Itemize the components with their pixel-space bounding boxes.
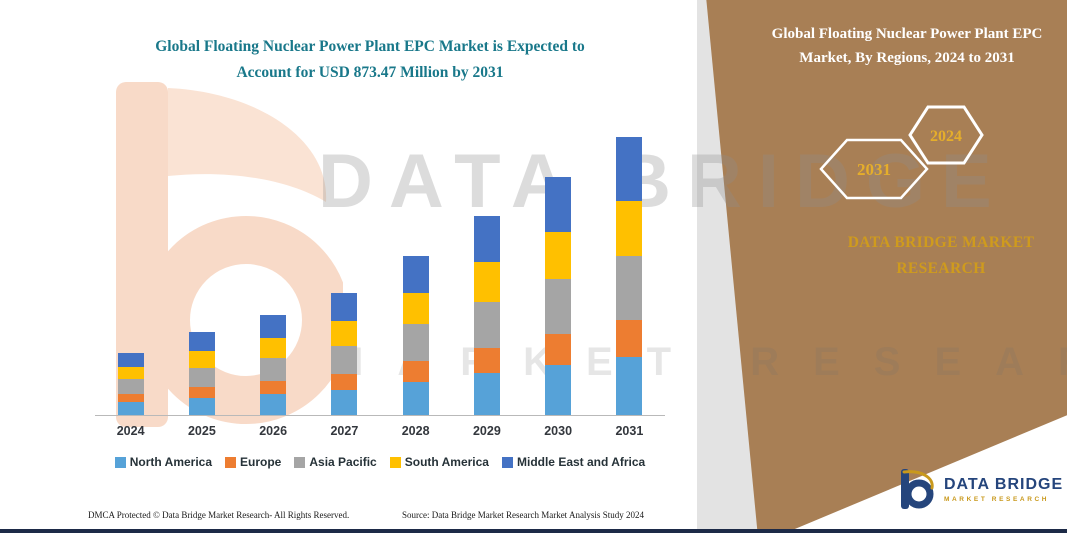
segment-2027-middle-east-and-africa (331, 293, 358, 322)
legend-label: Europe (240, 455, 282, 469)
bar-slot-2028 (380, 112, 451, 415)
bar-slot-2030 (523, 112, 594, 415)
legend-swatch (225, 456, 237, 468)
bar-2025 (188, 331, 215, 415)
x-label-2031: 2031 (615, 424, 644, 438)
bar-2026 (260, 315, 287, 415)
source-notice: Source: Data Bridge Market Research Mark… (402, 510, 644, 520)
segment-2031-europe (616, 320, 643, 357)
x-label-2029: 2029 (472, 424, 501, 438)
x-label-2024: 2024 (116, 424, 145, 438)
segment-2030-north-america (545, 365, 572, 415)
segment-2029-middle-east-and-africa (473, 216, 500, 262)
segment-2027-europe (331, 373, 358, 390)
bar-slot-2026 (238, 112, 309, 415)
plot-area (95, 112, 665, 416)
segment-2031-asia-pacific (616, 256, 643, 321)
segment-2030-asia-pacific (545, 279, 572, 335)
bar-2031 (616, 136, 643, 415)
segment-2028-europe (402, 360, 429, 382)
segment-2030-south-america (545, 231, 572, 280)
legend-item-europe: Europe (225, 455, 281, 469)
legend-swatch (294, 456, 306, 468)
chart-title: Global Floating Nuclear Power Plant EPC … (155, 38, 585, 81)
segment-2031-south-america (616, 200, 643, 257)
legend-item-middle-east-and-africa: Middle East and Africa (501, 455, 646, 469)
segment-2027-south-america (331, 321, 358, 346)
bar-slot-2024 (95, 112, 166, 415)
legend-label: Middle East and Africa (516, 455, 646, 469)
bar-slot-2025 (166, 112, 237, 415)
x-axis-labels: 2024 2025 2026 2027 2028 2029 2030 2031 (95, 424, 665, 438)
hexagon-2031-label: 2031 (857, 160, 891, 179)
bar-2029 (473, 216, 500, 415)
segment-2028-north-america (402, 381, 429, 415)
legend-item-north-america: North America (114, 455, 213, 469)
legend-swatch (501, 456, 513, 468)
legend: North America Europe Asia Pacific South Ame… (80, 455, 680, 469)
legend-item-south-america: South America (389, 455, 489, 469)
x-label-2025: 2025 (187, 424, 216, 438)
segment-2030-middle-east-and-africa (545, 177, 572, 232)
segment-2024-south-america (117, 367, 144, 380)
segment-2031-north-america (616, 356, 643, 415)
segment-2029-europe (473, 347, 500, 374)
segment-2024-europe (117, 393, 144, 402)
segment-2027-asia-pacific (331, 345, 358, 374)
segment-2028-south-america (402, 292, 429, 325)
segment-2024-asia-pacific (117, 379, 144, 394)
legend-label: South America (404, 455, 489, 469)
segment-2029-asia-pacific (473, 301, 500, 348)
bar-2030 (545, 177, 572, 415)
logo-title: DATA BRIDGE (944, 475, 1064, 493)
segment-2026-europe (260, 381, 287, 394)
legend-item-asia-pacific: Asia Pacific (294, 455, 377, 469)
segment-2024-north-america (117, 402, 144, 415)
segment-2028-asia-pacific (402, 324, 429, 361)
legend-swatch (114, 456, 126, 468)
segment-2030-europe (545, 334, 572, 365)
segment-2026-middle-east-and-africa (260, 315, 287, 339)
segment-2026-asia-pacific (260, 358, 287, 381)
bar-slot-2031 (594, 112, 665, 415)
hexagon-2024 (908, 105, 984, 165)
segment-2026-north-america (260, 394, 287, 415)
panel-brand-text: DATA BRIDGE MARKET RESEARCH (847, 234, 1035, 278)
legend-label: Asia Pacific (309, 455, 377, 469)
year-hexagons: 2031 2024 (819, 105, 984, 200)
segment-2025-north-america (188, 397, 215, 415)
logo-subtitle: MARKET RESEARCH (944, 495, 1050, 503)
databridge-logo: DATA BRIDGE MARKET RESEARCH (898, 468, 1063, 510)
bar-2024 (117, 352, 144, 415)
panel-title: Global Floating Nuclear Power Plant EPC … (771, 26, 1043, 66)
segment-2028-middle-east-and-africa (402, 255, 429, 293)
legend-swatch (389, 456, 401, 468)
databridge-logo-icon (901, 469, 934, 509)
bottom-border-bar (0, 529, 1067, 533)
segment-2031-middle-east-and-africa (616, 136, 643, 201)
segment-2025-middle-east-and-africa (188, 331, 215, 352)
bar-slot-2027 (309, 112, 380, 415)
bar-slot-2029 (451, 112, 522, 415)
segment-2029-north-america (473, 373, 500, 415)
segment-2027-north-america (331, 389, 358, 415)
hexagon-2031 (819, 138, 929, 200)
dmca-notice: DMCA Protected © Data Bridge Market Rese… (88, 510, 350, 520)
segment-2024-middle-east-and-africa (117, 352, 144, 368)
bar-2027 (331, 293, 358, 415)
segment-2026-south-america (260, 338, 287, 359)
hexagon-2024-label: 2024 (930, 128, 962, 145)
segment-2029-south-america (473, 261, 500, 302)
x-label-2026: 2026 (259, 424, 288, 438)
segment-2025-europe (188, 386, 215, 398)
segment-2025-asia-pacific (188, 367, 215, 387)
legend-label: North America (129, 455, 213, 469)
x-label-2027: 2027 (330, 424, 359, 438)
x-label-2028: 2028 (401, 424, 430, 438)
x-label-2030: 2030 (544, 424, 573, 438)
bar-2028 (402, 255, 429, 415)
segment-2025-south-america (188, 351, 215, 368)
